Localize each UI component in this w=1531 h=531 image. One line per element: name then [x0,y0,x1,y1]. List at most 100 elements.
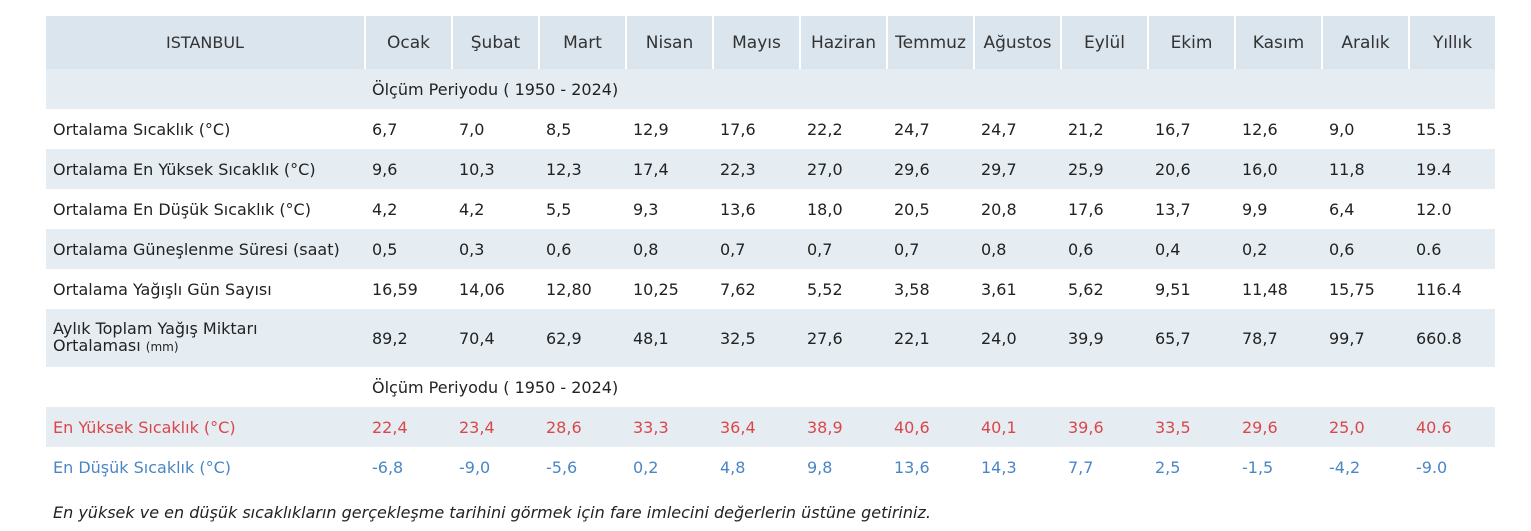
extreme-high-cell[interactable]: 38,9 [800,407,887,447]
extreme-high-cell[interactable]: 28,6 [539,407,626,447]
extreme-low-cell[interactable]: 13,6 [894,457,930,477]
cell: 17,4 [626,149,713,189]
month-header: Haziran [800,16,888,69]
extreme-low-cell[interactable]: 14,3 [981,457,1017,477]
month-header: Şubat [452,16,540,69]
cell: 78,7 [1235,309,1322,367]
extreme-low-cell[interactable]: 9,8 [807,457,833,477]
cell: 21,2 [1068,119,1104,139]
cell: 5,5 [546,199,572,219]
table-row: Ortalama Yağışlı Gün Sayısı 16,59 14,06 … [46,269,1495,309]
cell: 11,8 [1322,149,1409,189]
cell: 8,5 [546,119,572,139]
row-label-line1: Aylık Toplam Yağış Miktarı [53,319,258,338]
extreme-high-cell[interactable]: 33,5 [1148,407,1235,447]
cell: 12,6 [1242,119,1278,139]
extreme-high-cell[interactable]: 23,4 [452,407,539,447]
month-header: Ekim [1148,16,1236,69]
extreme-high-annual-cell[interactable]: 40.6 [1409,407,1495,447]
extreme-high-cell[interactable]: 29,6 [1235,407,1322,447]
cell: 16,0 [1235,149,1322,189]
extreme-high-cell[interactable]: 22,4 [365,407,452,447]
period-spacer [46,69,365,109]
cell: 9,51 [1155,279,1191,299]
extreme-high-cell[interactable]: 39,6 [1061,407,1148,447]
cell: 27,0 [800,149,887,189]
cell: 12,80 [546,279,592,299]
cell: 10,3 [452,149,539,189]
row-label: En Düşük Sıcaklık (°C) [53,457,231,477]
extreme-low-cell[interactable]: -6,8 [372,457,404,477]
cell: 20,5 [894,199,930,219]
extreme-high-cell[interactable]: 25,0 [1322,407,1409,447]
extreme-high-cell[interactable]: 33,3 [626,407,713,447]
extreme-low-cell[interactable]: -9,0 [459,457,491,477]
month-header: Aralık [1322,16,1410,69]
extreme-low-annual-cell[interactable]: -9.0 [1416,457,1448,477]
row-label-line2: Ortalaması (mm) [53,337,365,356]
extreme-low-cell[interactable]: -1,5 [1242,457,1274,477]
cell: 17,6 [1068,199,1104,219]
extreme-low-cell[interactable]: 4,8 [720,457,746,477]
annual-cell: 12.0 [1416,199,1452,219]
cell: 65,7 [1148,309,1235,367]
annual-header: Yıllık [1409,16,1495,69]
cell: 0,5 [365,229,452,269]
cell: 22,1 [887,309,974,367]
hover-note: En yüksek ve en düşük sıcaklıkların gerç… [53,503,931,522]
extreme-high-cell[interactable]: 36,4 [713,407,800,447]
month-header: Ağustos [974,16,1062,69]
table-row: Ortalama Güneşlenme Süresi (saat) 0,5 0,… [46,229,1495,269]
cell: 48,1 [626,309,713,367]
table-row: Aylık Toplam Yağış Miktarı Ortalaması (m… [46,309,1495,367]
cell: 4,2 [372,199,398,219]
cell: 62,9 [539,309,626,367]
month-header: Kasım [1235,16,1323,69]
row-label-text: Ortalaması [53,336,141,355]
annual-cell: 116.4 [1416,279,1462,299]
cell: 11,48 [1242,279,1288,299]
row-label: En Yüksek Sıcaklık (°C) [46,407,365,447]
extreme-low-cell[interactable]: -5,6 [546,457,578,477]
extreme-low-cell[interactable]: 7,7 [1068,457,1094,477]
cell: 14,06 [459,279,505,299]
table-row: Ortalama En Düşük Sıcaklık (°C) 4,2 4,2 … [46,189,1495,229]
extreme-high-cell[interactable]: 40,1 [974,407,1061,447]
row-label-unit: (mm) [145,340,179,354]
row-label: Ortalama En Düşük Sıcaklık (°C) [53,199,311,219]
extreme-low-cell[interactable]: -4,2 [1329,457,1361,477]
cell: 9,3 [633,199,659,219]
cell: 0,6 [539,229,626,269]
cell: 9,6 [365,149,452,189]
extreme-high-cell[interactable]: 40,6 [887,407,974,447]
cell: 24,7 [894,119,930,139]
cell: 89,2 [365,309,452,367]
cell: 3,58 [894,279,930,299]
cell: 10,25 [633,279,679,299]
cell: 99,7 [1322,309,1409,367]
period-spacer [46,367,365,407]
annual-cell: 19.4 [1409,149,1495,189]
row-label: Ortalama En Yüksek Sıcaklık (°C) [46,149,365,189]
cell: 0,4 [1148,229,1235,269]
cell: 16,7 [1155,119,1191,139]
cell: 18,0 [807,199,843,219]
annual-cell: 15.3 [1416,119,1452,139]
cell: 6,7 [372,119,398,139]
cell: 0,6 [1061,229,1148,269]
cell: 0,8 [626,229,713,269]
header-row: ISTANBUL Ocak Şubat Mart Nisan Mayıs Haz… [46,16,1495,69]
cell: 7,0 [459,119,485,139]
extreme-low-cell[interactable]: 0,2 [633,457,659,477]
cell: 32,5 [713,309,800,367]
cell: 25,9 [1061,149,1148,189]
cell: 39,9 [1061,309,1148,367]
extreme-low-cell[interactable]: 2,5 [1155,457,1181,477]
month-header: Mart [539,16,627,69]
cell: 9,9 [1242,199,1268,219]
cell: 22,3 [713,149,800,189]
period-label: Ölçüm Periyodu ( 1950 - 2024) [372,377,619,397]
climate-table: ISTANBUL Ocak Şubat Mart Nisan Mayıs Haz… [46,16,1495,487]
cell: 0,7 [887,229,974,269]
cell: 70,4 [452,309,539,367]
